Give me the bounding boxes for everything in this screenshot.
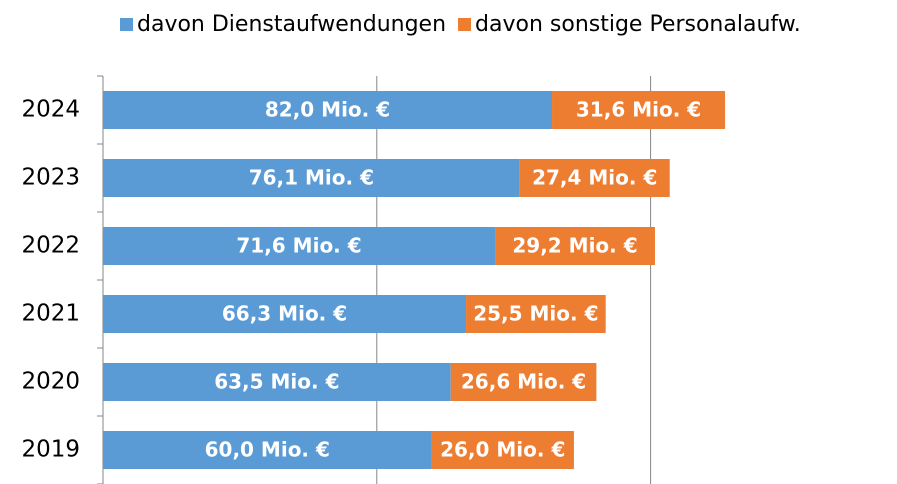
legend-swatch	[458, 18, 472, 31]
data-label: 31,6 Mio. €	[576, 98, 701, 122]
bar-segment	[103, 159, 520, 197]
legend-label: davon sonstige Personalaufw.	[475, 12, 801, 37]
y-tick-label: 2021	[21, 301, 80, 327]
data-label: 60,0 Mio. €	[205, 438, 330, 462]
data-label: 71,6 Mio. €	[236, 234, 361, 258]
bar-segment	[450, 363, 597, 401]
bar-segment	[519, 159, 670, 197]
bar-segment	[103, 431, 432, 469]
legend-label: davon Dienstaufwendungen	[137, 12, 446, 37]
bar-segment	[552, 91, 726, 129]
y-tick-label: 2022	[21, 233, 80, 259]
bar-segment	[495, 227, 655, 265]
data-label: 25,5 Mio. €	[473, 302, 598, 326]
data-label: 26,6 Mio. €	[461, 370, 586, 394]
bar-segment	[103, 91, 553, 129]
bar-segment	[103, 363, 451, 401]
data-label: 63,5 Mio. €	[214, 370, 339, 394]
y-tick-label: 2020	[21, 369, 80, 395]
data-label: 76,1 Mio. €	[249, 166, 374, 190]
data-label: 26,0 Mio. €	[440, 438, 565, 462]
bar-segment	[103, 295, 467, 333]
y-tick-label: 2024	[21, 97, 80, 123]
y-tick-label: 2023	[21, 165, 80, 191]
data-label: 27,4 Mio. €	[532, 166, 657, 190]
legend-swatch	[120, 18, 133, 31]
data-label: 66,3 Mio. €	[222, 302, 347, 326]
bar-segment	[103, 227, 496, 265]
data-label: 29,2 Mio. €	[512, 234, 637, 258]
bar-segment	[466, 295, 606, 333]
data-label: 82,0 Mio. €	[265, 98, 390, 122]
bar-segment	[431, 431, 574, 469]
y-tick-label: 2019	[21, 437, 80, 463]
